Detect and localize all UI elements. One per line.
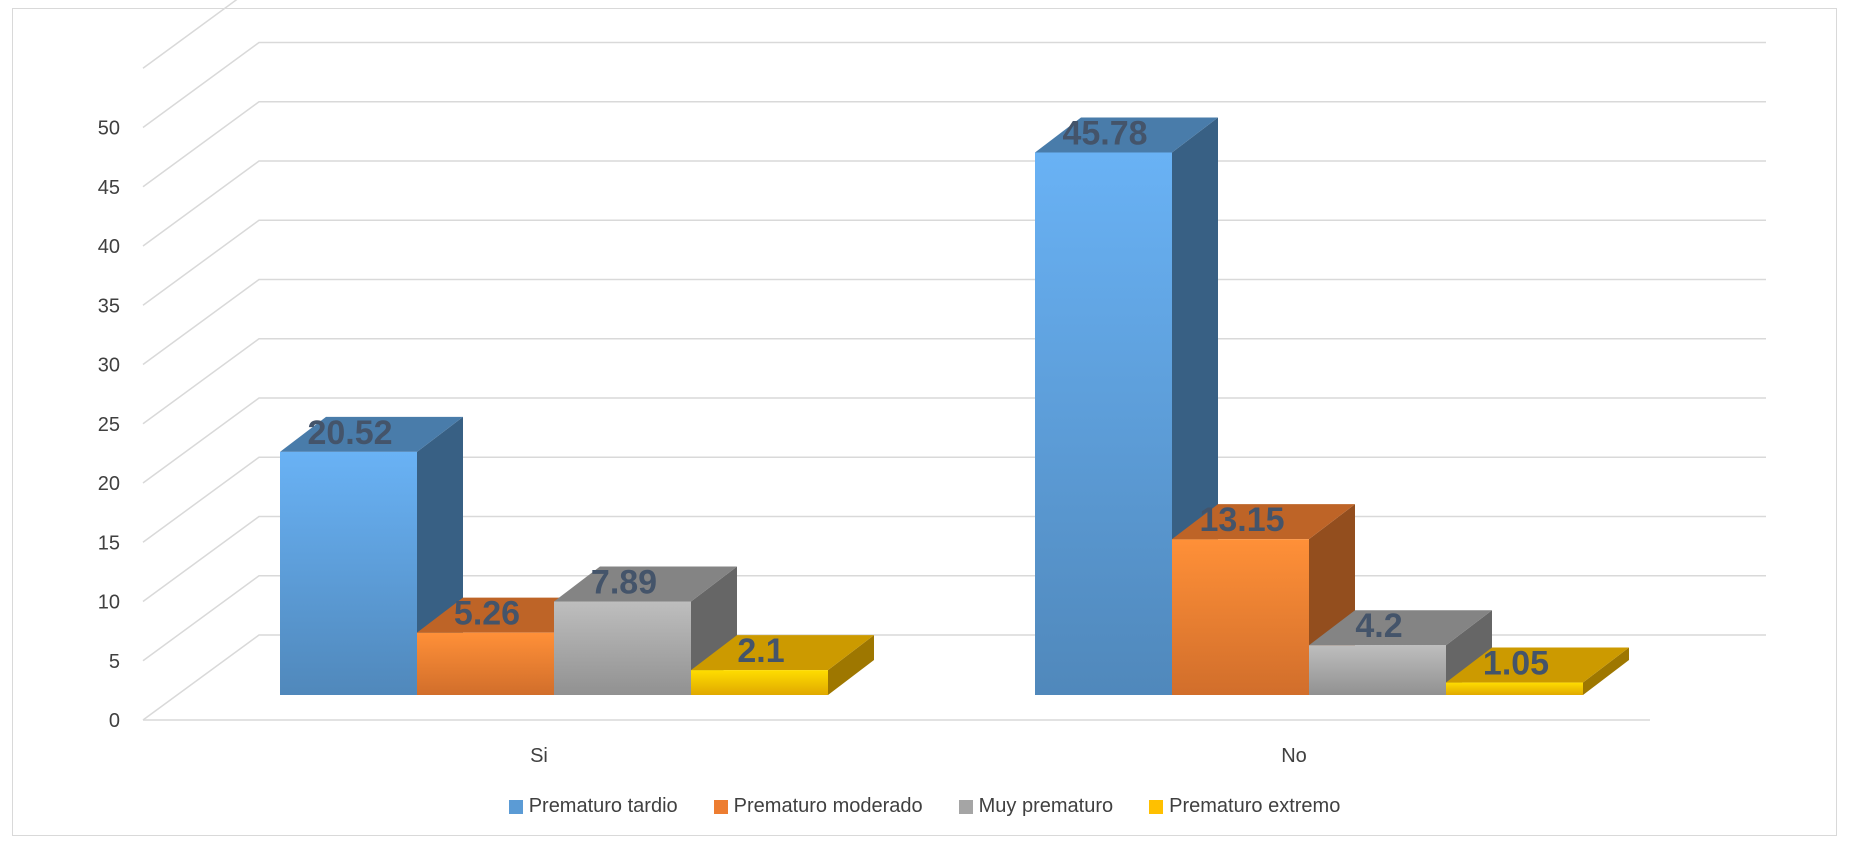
legend-item: Prematuro tardio	[508, 795, 678, 818]
bar-front	[1035, 152, 1172, 695]
legend-label: Prematuro tardio	[528, 795, 678, 817]
y-tick-label: 15	[98, 532, 120, 554]
y-tick-label: 20	[98, 473, 120, 495]
bar-front	[1309, 645, 1446, 695]
bar	[1309, 610, 1492, 695]
y-tick-label: 10	[98, 592, 120, 614]
bar-top	[554, 566, 737, 602]
bar	[691, 635, 874, 695]
bar-front	[1172, 539, 1309, 695]
gridline	[142, 278, 1766, 366]
data-label: 13.15	[1199, 501, 1284, 539]
gridline	[142, 397, 1766, 484]
y-tick-label: 5	[109, 651, 120, 673]
bar-top	[280, 416, 463, 452]
y-tick-label: 30	[98, 355, 120, 377]
bar-front	[554, 601, 691, 695]
bar-top	[691, 635, 874, 671]
legend-swatch	[713, 799, 728, 814]
data-label: 7.89	[591, 564, 657, 602]
data-label: 5.26	[454, 595, 520, 633]
bars	[280, 117, 1629, 695]
x-axis: Si No	[530, 745, 1307, 767]
data-label: 1.05	[1483, 645, 1549, 683]
y-tick-label: 50	[98, 118, 120, 140]
bar-top	[1446, 647, 1629, 683]
data-label: 20.52	[307, 414, 392, 452]
gridline	[142, 160, 1766, 247]
data-label: 45.78	[1062, 115, 1147, 153]
bar-front	[1446, 682, 1583, 695]
data-label: 2.1	[737, 632, 784, 670]
data-label: 4.2	[1355, 607, 1402, 645]
legend-swatch	[958, 799, 973, 814]
legend-label: Muy prematuro	[978, 795, 1114, 817]
gridline	[142, 338, 1766, 425]
x-tick-label: Si	[530, 745, 548, 767]
bar-front	[280, 451, 417, 695]
bar-side	[1583, 647, 1629, 695]
bar	[1446, 647, 1629, 695]
bar-front	[417, 632, 554, 695]
bar-top	[1172, 504, 1355, 540]
legend-swatch	[508, 799, 523, 814]
legend-swatch	[1149, 799, 1164, 814]
y-axis: 0 5 10 15 20 25 30 35 40 45 50	[98, 118, 120, 733]
legend-label: Prematuro extremo	[1169, 795, 1341, 817]
y-tick-label: 40	[98, 236, 120, 258]
gridline	[142, 0, 238, 69]
legend-item: Prematuro extremo	[1149, 795, 1340, 818]
legend-item: Prematuro moderado	[713, 795, 923, 818]
bar-top	[1035, 117, 1218, 153]
y-tick-label: 25	[98, 414, 120, 436]
y-tick-label: 0	[109, 710, 120, 732]
gridline	[142, 101, 1766, 188]
y-tick-label: 45	[98, 177, 120, 199]
y-tick-label: 35	[98, 295, 120, 317]
gridline	[142, 456, 1766, 543]
legend-label: Prematuro moderado	[733, 795, 923, 817]
legend-item: Muy prematuro	[958, 795, 1114, 818]
gridline	[142, 219, 1766, 306]
data-labels: 20.52 5.26 7.89 2.1 45.78 13.15 4.2 1.05	[307, 115, 1549, 683]
bar-top	[1309, 610, 1492, 646]
x-tick-label: No	[1281, 745, 1307, 767]
bar-front	[691, 670, 828, 695]
gridline	[142, 41, 1766, 129]
legend: Prematuro tardio Prematuro moderado Muy pr…	[0, 795, 1849, 818]
bar-side	[828, 635, 874, 695]
chart-frame	[12, 8, 1837, 836]
